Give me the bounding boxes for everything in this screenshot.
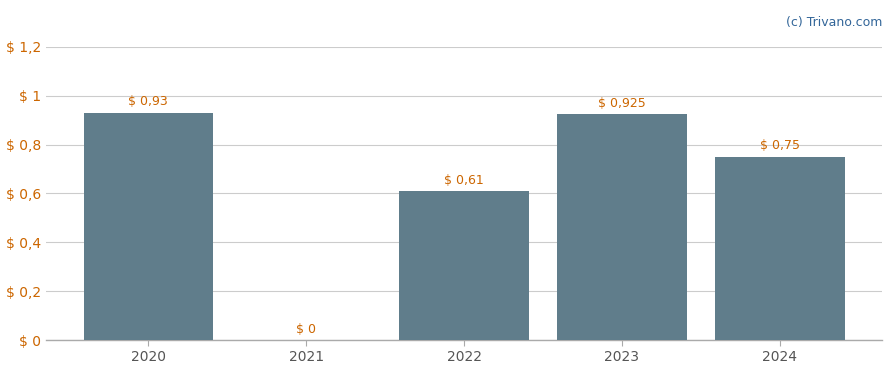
Text: $ 0,93: $ 0,93 xyxy=(129,95,168,108)
Bar xyxy=(83,113,213,340)
Text: $ 0: $ 0 xyxy=(297,323,316,336)
Text: $ 0,61: $ 0,61 xyxy=(444,174,484,186)
Text: (c) Trivano.com: (c) Trivano.com xyxy=(786,16,883,29)
Text: $ 0,925: $ 0,925 xyxy=(598,97,646,110)
Bar xyxy=(715,157,844,340)
Bar xyxy=(400,191,528,340)
Text: $ 0,75: $ 0,75 xyxy=(760,139,800,152)
Bar xyxy=(557,114,686,340)
